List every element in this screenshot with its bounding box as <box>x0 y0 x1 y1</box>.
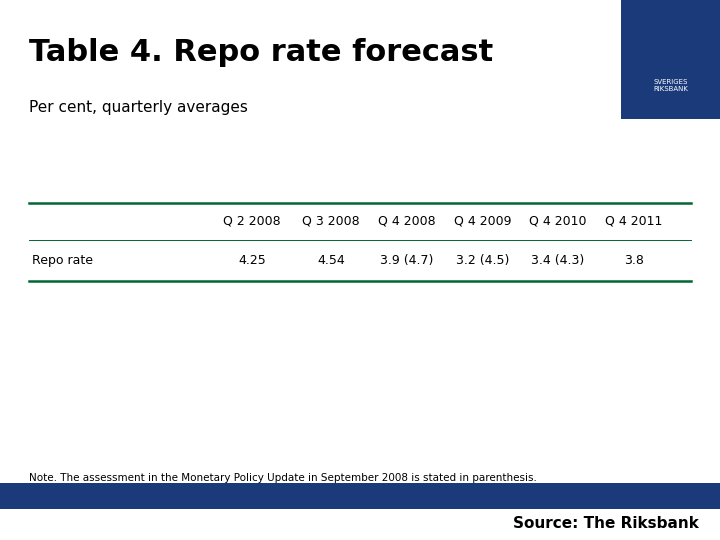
Text: 3.2 (4.5): 3.2 (4.5) <box>456 254 509 267</box>
FancyBboxPatch shape <box>0 483 720 509</box>
Text: 4.54: 4.54 <box>318 254 345 267</box>
Text: Q 4 2008: Q 4 2008 <box>378 215 436 228</box>
Text: Note. The assessment in the Monetary Policy Update in September 2008 is stated i: Note. The assessment in the Monetary Pol… <box>29 473 536 483</box>
Text: Repo rate: Repo rate <box>32 254 94 267</box>
Text: Table 4. Repo rate forecast: Table 4. Repo rate forecast <box>29 38 493 67</box>
Text: Q 2 2008: Q 2 2008 <box>223 215 281 228</box>
Text: 3.8: 3.8 <box>624 254 644 267</box>
Text: Source: The Riksbank: Source: The Riksbank <box>513 516 698 531</box>
Text: Q 4 2009: Q 4 2009 <box>454 215 511 228</box>
Text: SVERIGES
RIKSBANK: SVERIGES RIKSBANK <box>653 79 688 92</box>
Text: 4.25: 4.25 <box>238 254 266 267</box>
Text: Q 4 2010: Q 4 2010 <box>529 215 587 228</box>
FancyBboxPatch shape <box>621 0 720 119</box>
Text: Per cent, quarterly averages: Per cent, quarterly averages <box>29 100 248 115</box>
Text: Q 3 2008: Q 3 2008 <box>302 215 360 228</box>
Text: 3.4 (4.3): 3.4 (4.3) <box>531 254 585 267</box>
Text: Q 4 2011: Q 4 2011 <box>605 215 662 228</box>
Text: 3.9 (4.7): 3.9 (4.7) <box>380 254 433 267</box>
